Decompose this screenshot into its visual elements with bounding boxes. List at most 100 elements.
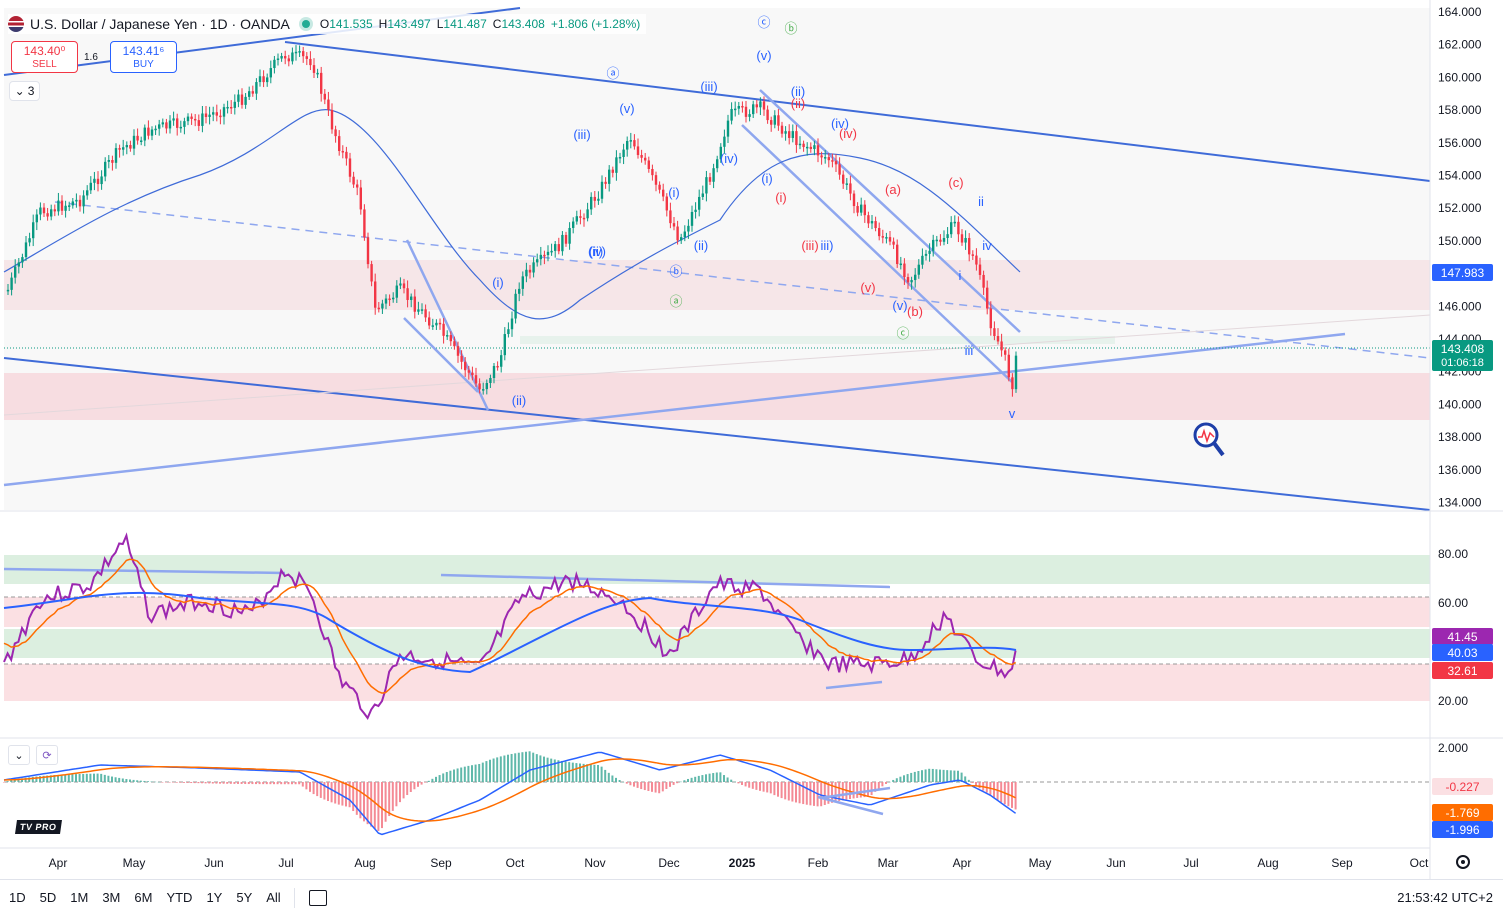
- timeframe-all[interactable]: All: [266, 890, 281, 905]
- candle-body: [770, 120, 773, 125]
- chart-canvas[interactable]: ⓒ ⓑ(v)ⓐ(iii)(ii)(ii)(v)(iii)(iv)(iv)(i)(i…: [0, 0, 1503, 879]
- candle-body: [251, 91, 254, 94]
- candle-body: [705, 177, 708, 194]
- candle-body: [150, 129, 154, 136]
- candle-body: [924, 253, 928, 256]
- macd-bar: [568, 762, 571, 782]
- macd-bar: [49, 775, 52, 782]
- timeframe-ytd[interactable]: YTD: [166, 890, 193, 905]
- candle-body: [291, 52, 294, 62]
- clock[interactable]: 21:53:42 UTC+2: [1397, 890, 1493, 905]
- wave-label: ⓒ: [757, 15, 770, 30]
- timeframe-5y[interactable]: 5Y: [236, 890, 253, 905]
- price-tick: 136.000: [1438, 463, 1482, 477]
- candle-body: [536, 259, 539, 263]
- channel-upper-line[interactable]: [284, 41, 1431, 182]
- wave-label: (ii): [791, 84, 805, 99]
- high-value: H143.497: [378, 17, 431, 31]
- time-tick: Nov: [584, 856, 605, 870]
- calendar-icon[interactable]: [308, 889, 327, 906]
- refresh-icon[interactable]: ⟳: [36, 745, 58, 765]
- macd-bar: [273, 782, 275, 785]
- timeframe-5d[interactable]: 5D: [39, 890, 57, 905]
- macd-histogram[interactable]: [3, 751, 1017, 831]
- macd-axis[interactable]: 2.000: [1438, 741, 1468, 755]
- macd-bar: [885, 782, 887, 784]
- macd-bar: [683, 780, 686, 782]
- candle-body: [827, 157, 830, 161]
- macd-bar: [53, 775, 56, 782]
- price-tick: 162.000: [1438, 38, 1482, 52]
- time-tick: Mar: [878, 856, 899, 870]
- macd-line-badge: -1.996: [1432, 821, 1493, 838]
- macd-bar: [780, 782, 783, 799]
- magnifier-icon[interactable]: [1193, 422, 1225, 457]
- sell-button[interactable]: 143.40⁰ SELL: [11, 41, 78, 73]
- rising-trendline[interactable]: [3, 332, 1346, 487]
- rsi-axis[interactable]: 80.00 60.00 20.00: [1438, 547, 1468, 708]
- macd-bar: [31, 776, 34, 782]
- gear-icon[interactable]: [1456, 855, 1470, 869]
- buy-button[interactable]: 143.41⁶ BUY: [110, 41, 177, 73]
- macd-bar: [373, 782, 376, 829]
- wave-label: (ii): [589, 244, 603, 259]
- macd-tick: 2.000: [1438, 741, 1468, 755]
- candle-body: [377, 307, 380, 310]
- candle-body: [942, 238, 946, 242]
- symbol-title[interactable]: U.S. Dollar / Japanese Yen · 1D · OANDA: [30, 16, 290, 32]
- macd-bar: [769, 782, 772, 794]
- macd-bar: [190, 782, 193, 784]
- candle-body: [521, 276, 524, 289]
- timeframe-1m[interactable]: 1M: [70, 890, 89, 905]
- candle-body: [532, 262, 535, 273]
- macd-bar: [118, 777, 121, 782]
- candle-body: [809, 146, 812, 149]
- candle-body: [39, 207, 42, 215]
- candle-body: [957, 221, 960, 235]
- price-axis[interactable]: 164.000 162.000 160.000 158.000 156.000 154.0…: [1438, 5, 1482, 510]
- candle-body: [701, 193, 704, 197]
- macd-bar: [838, 782, 841, 802]
- candle-body: [672, 223, 676, 227]
- candle-body: [546, 251, 550, 256]
- macd-bar: [197, 782, 200, 784]
- candle-body: [10, 277, 13, 290]
- candle-body: [348, 158, 352, 177]
- candle-body: [719, 146, 722, 160]
- candle-body: [100, 176, 103, 185]
- candle-body: [302, 51, 305, 57]
- time-tick: Jul: [1183, 856, 1198, 870]
- macd-bar: [370, 782, 373, 827]
- candle-body: [856, 206, 859, 213]
- macd-bar: [251, 782, 254, 785]
- candle-body: [122, 147, 125, 150]
- macd-bar: [323, 782, 326, 800]
- candlestick-series[interactable]: [6, 45, 1018, 397]
- timeframe-6m[interactable]: 6M: [134, 890, 153, 905]
- candle-body: [53, 209, 56, 212]
- macd-bar: [67, 774, 70, 782]
- macd-bar: [755, 782, 758, 790]
- dashed-trendline[interactable]: [54, 201, 1431, 359]
- macd-bar: [553, 759, 556, 782]
- rsi-line[interactable]: [3, 532, 1017, 721]
- time-axis[interactable]: Apr May Jun Jul Aug Sep Oct Nov Dec 2025 Feb Mar Apr…: [49, 856, 1429, 870]
- macd-bar: [381, 782, 383, 829]
- chevron-down-icon[interactable]: ⌄: [8, 745, 30, 765]
- symbol-header[interactable]: U.S. Dollar / Japanese Yen · 1D · OANDA …: [8, 14, 647, 34]
- macd-bar: [71, 774, 74, 782]
- candle-body: [381, 303, 384, 309]
- indicators-toggle-button[interactable]: ⌄ 3: [9, 81, 40, 101]
- macd-bar: [269, 782, 272, 785]
- timeframe-1d[interactable]: 1D: [9, 890, 26, 905]
- macd-trendline: [817, 795, 884, 816]
- tradingview-pro-logo[interactable]: TV PRO: [15, 820, 62, 834]
- timeframe-1y[interactable]: 1Y: [206, 890, 223, 905]
- macd-bar: [550, 758, 553, 782]
- candle-body: [111, 160, 114, 163]
- macd-bar: [240, 782, 243, 784]
- candle-body: [190, 116, 193, 119]
- timeframe-3m[interactable]: 3M: [102, 890, 121, 905]
- macd-bar: [751, 782, 754, 789]
- channel-lower-line[interactable]: [3, 357, 1431, 511]
